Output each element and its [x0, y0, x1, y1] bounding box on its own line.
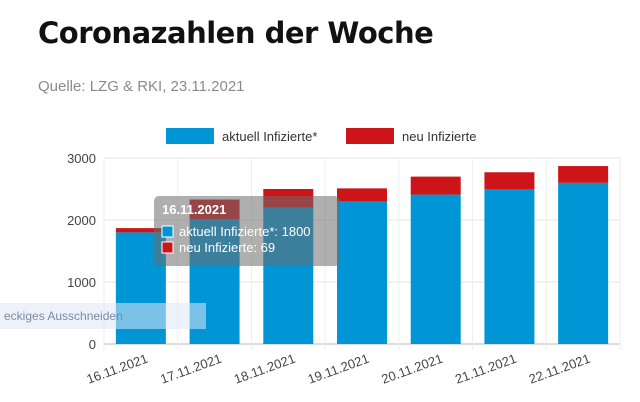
x-axis: 16.11.2021 17.11.2021 18.11.2021 19.11.2021… — [85, 351, 593, 387]
legend-label-new-infected: neu Infizierte — [402, 129, 476, 144]
bar-new-infected[interactable] — [484, 172, 535, 189]
y-tick-label: 3000 — [67, 151, 96, 166]
tooltip-swatch-new-infected — [161, 241, 174, 254]
bar-current-infected[interactable] — [410, 194, 461, 344]
x-tick-label: 22.11.2021 — [527, 351, 592, 387]
legend: aktuell Infizierte* neu Infizierte — [166, 128, 476, 144]
tooltip-line-current-infected: aktuell Infizierte*: 1800 — [179, 224, 311, 239]
bar-new-infected[interactable] — [410, 176, 461, 195]
x-tick-label: 16.11.2021 — [85, 351, 150, 387]
y-tick-label: 0 — [89, 337, 96, 352]
bar-current-infected[interactable] — [337, 201, 387, 344]
bar-new-infected[interactable] — [337, 188, 387, 202]
x-tick-label: 19.11.2021 — [306, 351, 371, 387]
x-tick-label: 17.11.2021 — [158, 351, 223, 387]
tooltip-title: 16.11.2021 — [162, 202, 226, 217]
bar-new-infected[interactable] — [115, 228, 166, 233]
x-tick-label: 20.11.2021 — [379, 351, 444, 387]
y-tick-label: 1000 — [67, 275, 96, 290]
snipping-tool-overlay: eckiges Ausschneiden — [0, 303, 206, 329]
bar-new-infected[interactable] — [558, 166, 609, 183]
source-note: Quelle: LZG & RKI, 23.11.2021 — [38, 78, 245, 95]
tooltip-box — [154, 196, 340, 266]
x-tick-label: 21.11.2021 — [453, 351, 518, 387]
bar-current-infected[interactable] — [558, 182, 609, 344]
tooltip-line-new-infected: neu Infizierte: 69 — [179, 240, 275, 255]
x-tick-label: 18.11.2021 — [232, 351, 297, 387]
legend-swatch-new-infected[interactable] — [346, 128, 394, 144]
chart-title: Coronazahlen der Woche — [38, 16, 434, 50]
bar-current-infected[interactable] — [484, 189, 535, 344]
tooltip: 16.11.2021 aktuell Infizierte*: 1800 neu… — [154, 196, 340, 266]
legend-swatch-current-infected[interactable] — [166, 128, 214, 144]
legend-label-current-infected: aktuell Infizierte* — [222, 129, 317, 144]
y-axis: 0 1000 2000 3000 — [67, 151, 96, 352]
y-tick-label: 2000 — [67, 213, 96, 228]
tooltip-swatch-current-infected — [161, 225, 174, 238]
